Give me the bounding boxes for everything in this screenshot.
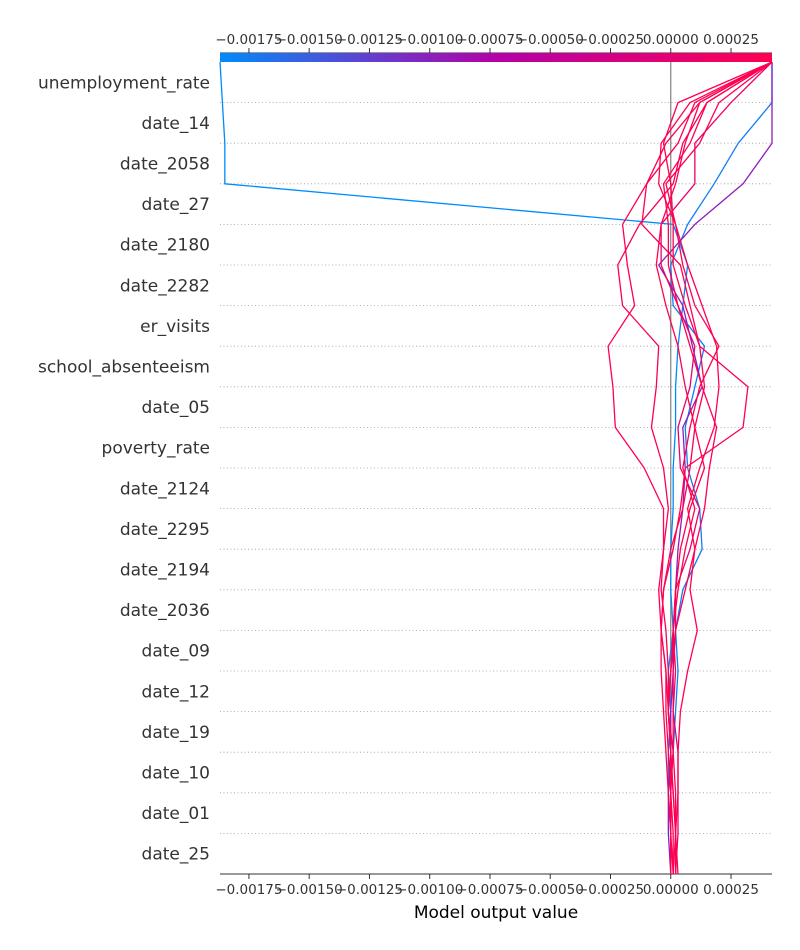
- x-tick-label: 0.00025: [703, 882, 759, 898]
- x-tick-label: −0.00025: [577, 882, 644, 898]
- x-tick-label-top: −0.00125: [336, 32, 403, 48]
- feature-label: date_2058: [120, 155, 210, 175]
- feature-label: date_14: [142, 114, 210, 134]
- row-gridlines: [220, 102, 772, 834]
- feature-label: date_10: [142, 764, 210, 784]
- x-tick-label-top: −0.00175: [215, 32, 282, 48]
- x-tick-label: −0.00175: [215, 882, 282, 898]
- feature-label: date_2194: [120, 561, 210, 581]
- x-tick-label-top: −0.00150: [276, 32, 343, 48]
- decision-line: [607, 61, 773, 874]
- decision-line: [660, 61, 773, 875]
- feature-label: date_27: [142, 195, 210, 215]
- axes: [220, 52, 772, 875]
- x-tick-label: −0.00100: [396, 882, 463, 898]
- feature-label: date_2180: [120, 236, 210, 256]
- x-tick-label: −0.00050: [517, 882, 584, 898]
- x-tick-label: −0.00075: [456, 882, 523, 898]
- decision-lines: [219, 61, 773, 875]
- x-ticks: −0.00175−0.00175−0.00150−0.00150−0.00125…: [215, 32, 759, 898]
- x-tick-label-top: −0.00025: [577, 32, 644, 48]
- feature-label: unemployment_rate: [38, 73, 210, 93]
- feature-labels: unemployment_rate date_14 date_2058 date_27…: [38, 73, 210, 864]
- decision-line: [662, 61, 773, 875]
- decision-line: [665, 61, 773, 874]
- x-tick-label-top: −0.00100: [396, 32, 463, 48]
- feature-label: date_01: [142, 804, 210, 824]
- feature-label: date_05: [142, 398, 210, 418]
- feature-label: er_visits: [140, 317, 210, 337]
- x-tick-label-top: 0.00025: [703, 32, 759, 48]
- feature-label: date_2282: [120, 276, 210, 296]
- feature-label: date_25: [142, 845, 210, 865]
- decision-line: [667, 62, 773, 874]
- decision-line: [219, 61, 689, 874]
- decision-line: [641, 61, 773, 874]
- x-tick-label: −0.00125: [336, 882, 403, 898]
- feature-label: date_2124: [120, 479, 210, 499]
- feature-label: date_2036: [120, 601, 210, 621]
- x-axis-label: Model output value: [414, 903, 578, 923]
- feature-label: school_absenteeism: [38, 358, 210, 378]
- colorbar: [220, 53, 772, 62]
- feature-label: poverty_rate: [102, 439, 210, 459]
- x-tick-label-top: −0.00075: [456, 32, 523, 48]
- x-tick-label: 0.00000: [643, 882, 699, 898]
- decision-line: [660, 61, 773, 875]
- feature-label: date_09: [142, 642, 210, 662]
- feature-label: date_2295: [120, 520, 210, 540]
- decision-line: [655, 61, 773, 875]
- x-tick-label-top: −0.00050: [517, 32, 584, 48]
- x-tick-label: −0.00150: [276, 882, 343, 898]
- x-tick-label-top: 0.00000: [643, 32, 699, 48]
- feature-label: date_19: [142, 723, 210, 743]
- feature-label: date_12: [142, 682, 210, 702]
